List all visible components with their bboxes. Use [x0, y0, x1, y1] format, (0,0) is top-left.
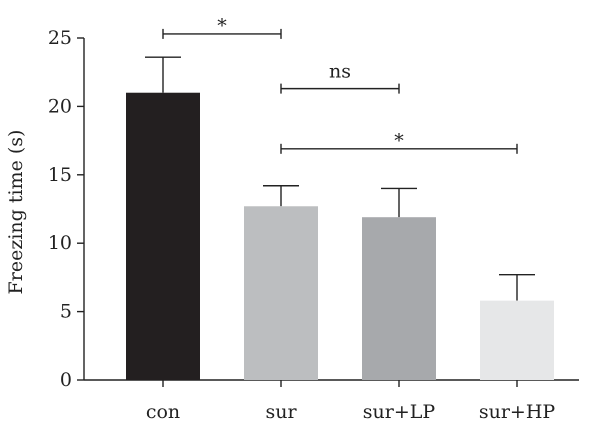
- y-tick-label: 20: [48, 95, 72, 117]
- x-tick-label: sur+HP: [479, 401, 556, 423]
- significance-label: *: [217, 15, 227, 37]
- bar-sur+HP: [480, 300, 554, 380]
- y-tick-label: 10: [48, 232, 72, 254]
- significance-brackets: * ns *: [162, 15, 518, 154]
- y-tick-label: 15: [48, 164, 72, 186]
- x-tick-label: sur: [265, 401, 297, 423]
- x-tick-label: con: [146, 401, 180, 423]
- bars: [126, 56, 554, 380]
- y-tick-label: 5: [60, 301, 72, 323]
- bar-sur: [244, 206, 318, 380]
- x-tick-label: sur+LP: [363, 401, 436, 423]
- significance-label: *: [394, 130, 404, 152]
- y-tick-label: 25: [48, 27, 72, 49]
- axes: 0 5 10 15 20 25 con sur sur+LP sur+HP: [48, 27, 579, 423]
- y-axis-title: Freezing time (s): [5, 130, 27, 295]
- bar-con: [126, 92, 200, 380]
- significance-label: ns: [329, 61, 351, 83]
- y-tick-label: 0: [60, 369, 72, 391]
- bar-sur+LP: [362, 217, 436, 380]
